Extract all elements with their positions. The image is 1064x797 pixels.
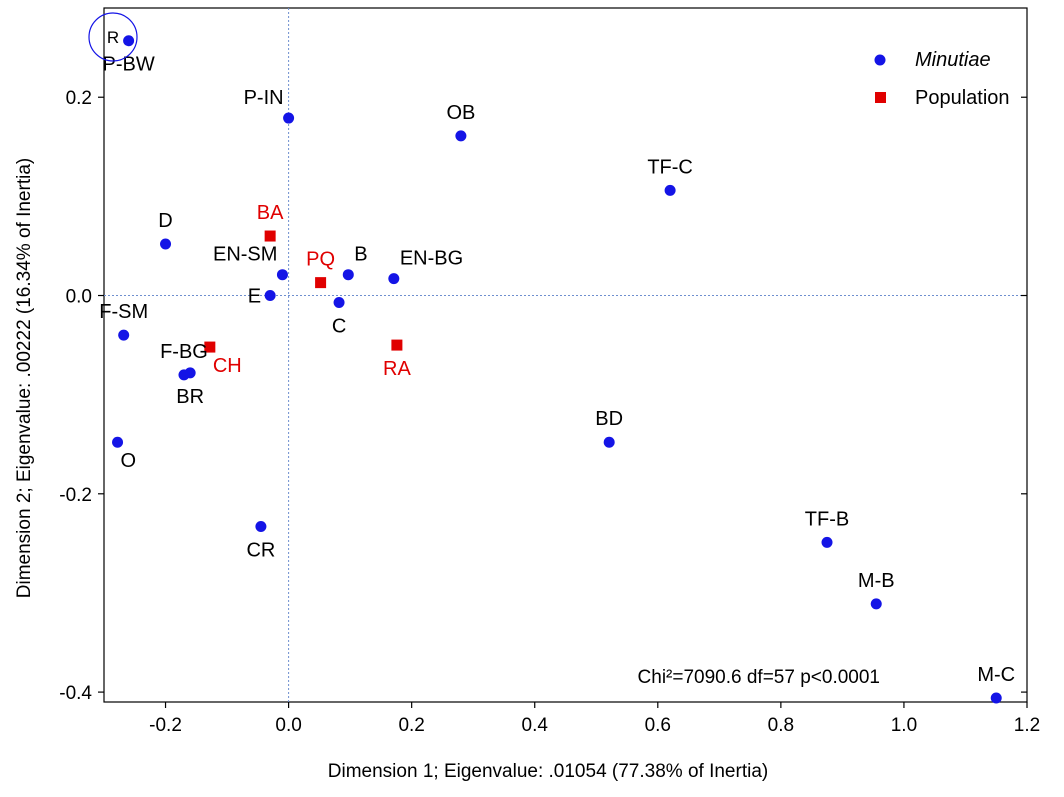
legend-label-minutiae: Minutiae [915, 49, 991, 71]
point-minutiae-cr [255, 521, 267, 533]
y-axis-title: Dimension 2; Eigenvalue: .00222 (16.34% … [14, 158, 35, 598]
plot-frame [103, 7, 1028, 703]
label-minutiae-m-c: M-C [977, 664, 1015, 686]
y-tick-label: -0.4 [59, 683, 92, 704]
legend-marker-population [875, 92, 886, 103]
point-minutiae-c [333, 296, 345, 308]
label-population-ra: RA [383, 358, 411, 380]
label-minutiae-cr: CR [246, 540, 275, 562]
label-population-pq: PQ [306, 249, 335, 271]
point-minutiae-p-in [283, 112, 295, 124]
point-minutiae-bd [603, 436, 615, 448]
y-tick-label: -0.2 [59, 485, 92, 506]
label-minutiae-tf-b: TF-B [805, 508, 849, 530]
label-minutiae-f-bg: F-BG [160, 341, 208, 363]
y-tick-label: 0.0 [66, 287, 92, 308]
x-tick-label: 0.6 [645, 715, 671, 736]
label-minutiae-d: D [158, 210, 172, 232]
point-minutiae-ob [455, 130, 467, 142]
point-population-ba [264, 230, 276, 242]
corner-badge-circle [88, 12, 138, 62]
label-minutiae-bd: BD [595, 408, 623, 430]
point-population-pq [315, 277, 327, 289]
chi-square-text: Chi²=7090.6 df=57 p<0.0001 [638, 667, 880, 688]
label-minutiae-p-in: P-IN [244, 87, 284, 109]
x-tick-label: -0.2 [149, 715, 182, 736]
point-population-ch [204, 341, 216, 353]
x-tick-label: 0.4 [522, 715, 549, 736]
label-population-ba: BA [257, 202, 284, 224]
x-tick-label: 1.2 [1014, 715, 1040, 736]
chi-square-annotation: Chi²=7090.6 df=57 p<0.0001 [638, 667, 880, 688]
point-minutiae-o [112, 436, 124, 448]
label-minutiae-c: C [332, 315, 346, 337]
plot-area-border [103, 7, 1028, 703]
point-minutiae-tf-c [664, 184, 676, 196]
legend-label-population: Population [915, 87, 1010, 109]
point-minutiae-f-sm [118, 329, 130, 341]
point-minutiae-br [184, 367, 196, 379]
point-minutiae-m-b [870, 598, 882, 610]
corner-badge: R [88, 12, 138, 62]
legend: Minutiae Population [874, 49, 1010, 109]
point-minutiae-b [342, 269, 354, 281]
label-minutiae-en-bg: EN-BG [400, 248, 463, 270]
x-tick-label: 0.0 [275, 715, 301, 736]
point-population-ra [391, 339, 403, 351]
label-population-ch: CH [213, 355, 242, 377]
label-minutiae-o: O [121, 450, 137, 472]
label-minutiae-br: BR [176, 386, 204, 408]
point-minutiae-m-c [990, 692, 1002, 704]
label-minutiae-ob: OB [446, 102, 475, 124]
point-minutiae-tf-b [821, 536, 833, 548]
x-tick-label: 0.2 [398, 715, 424, 736]
corner-badge-label: R [107, 28, 119, 47]
legend-marker-minutiae [874, 54, 886, 66]
label-minutiae-en-sm: EN-SM [213, 244, 277, 266]
label-minutiae-b: B [354, 244, 367, 266]
label-minutiae-tf-c: TF-C [647, 156, 693, 178]
point-minutiae-en-bg [388, 273, 400, 285]
axis-ticks: -0.2 0.0 0.2 0.4 0.6 0.8 1.0 1.2 -0.4 -0.2 0.0 0.2 [59, 88, 1040, 736]
point-minutiae-p-bw [123, 35, 135, 47]
y-tick-label: 0.2 [66, 88, 92, 109]
label-minutiae-m-b: M-B [858, 570, 895, 592]
x-tick-label: 1.0 [891, 715, 917, 736]
x-tick-label: 0.8 [768, 715, 794, 736]
x-axis-title: Dimension 1; Eigenvalue: .01054 (77.38% … [328, 761, 768, 782]
point-minutiae-en-sm [276, 269, 288, 281]
reference-lines [104, 8, 1027, 702]
data-points [112, 35, 1002, 704]
point-minutiae-e [264, 290, 276, 302]
label-minutiae-f-sm: F-SM [99, 301, 148, 323]
label-minutiae-e: E [248, 286, 261, 308]
point-minutiae-d [160, 238, 172, 250]
point-labels: P-BW P-IN OB TF-C D EN-SM B EN-BG E C F-SM F-BG BR O B… [99, 54, 1015, 686]
label-minutiae-p-bw: P-BW [103, 54, 155, 76]
